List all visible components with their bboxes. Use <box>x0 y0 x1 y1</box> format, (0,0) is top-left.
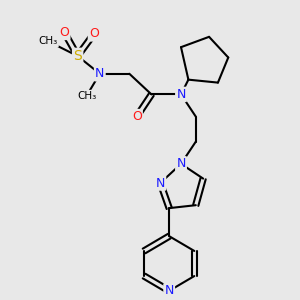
Text: N: N <box>95 67 104 80</box>
Text: O: O <box>59 26 69 39</box>
Text: CH₃: CH₃ <box>77 91 96 101</box>
Text: S: S <box>73 49 82 63</box>
Text: N: N <box>176 157 186 170</box>
Text: CH₃: CH₃ <box>38 36 58 46</box>
Text: O: O <box>89 27 99 40</box>
Text: O: O <box>132 110 142 123</box>
Text: N: N <box>164 284 174 297</box>
Text: N: N <box>156 176 165 190</box>
Text: N: N <box>176 88 186 101</box>
